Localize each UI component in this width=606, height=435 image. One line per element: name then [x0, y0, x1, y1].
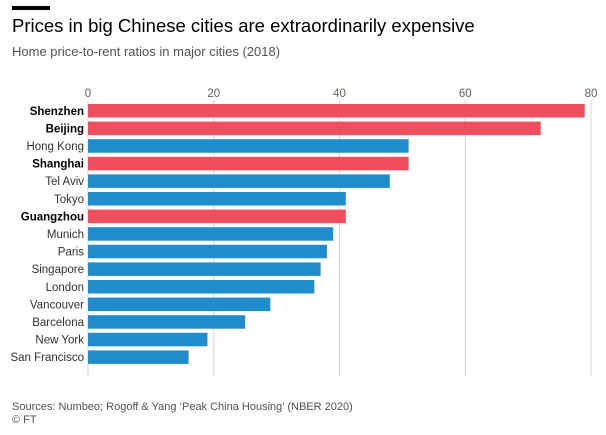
bar	[88, 332, 208, 347]
x-tick-label: 0	[85, 88, 91, 100]
category-label: Guangzhou	[21, 211, 84, 223]
brand-rule	[12, 6, 50, 10]
bar	[88, 121, 541, 136]
category-label: London	[46, 282, 84, 294]
category-label: Shenzhen	[30, 106, 84, 118]
category-label: Singapore	[32, 264, 84, 276]
bar	[88, 227, 334, 241]
bar-chart: 0 20 40 60 80 Shenzhen Beijing Hong Kong Shangha…	[10, 88, 598, 376]
category-label: Hong Kong	[26, 141, 84, 153]
category-label: Tokyo	[54, 194, 84, 206]
bar	[88, 315, 246, 329]
category-label: San Francisco	[10, 352, 84, 364]
chart-title: Prices in big Chinese cities are extraor…	[12, 15, 475, 36]
x-tick-label: 60	[459, 88, 472, 100]
bar	[88, 262, 321, 276]
category-label: Munich	[47, 229, 84, 241]
category-label: Tel Aviv	[45, 176, 84, 188]
chart-subtitle: Home price-to-rent ratios in major citie…	[12, 44, 281, 59]
bar	[88, 156, 409, 171]
bar	[88, 174, 390, 188]
category-label: Paris	[58, 247, 84, 259]
bar	[88, 209, 346, 224]
bar	[88, 104, 585, 118]
bar	[88, 139, 409, 153]
category-label: Vancouver	[30, 299, 84, 311]
x-tick-label: 20	[207, 88, 220, 100]
category-label: New York	[35, 335, 84, 347]
bar	[88, 280, 315, 294]
x-tick-label: 80	[585, 88, 598, 100]
category-label: Barcelona	[32, 317, 84, 329]
bar	[88, 192, 346, 206]
category-label: Beijing	[46, 123, 84, 135]
bar	[88, 244, 327, 259]
source-note: Sources: Numbeo; Rogoff & Yang ‘Peak Chi…	[12, 401, 353, 413]
ft-credit: © FT	[12, 414, 37, 426]
category-label: Shanghai	[32, 159, 84, 171]
x-tick-label: 40	[333, 88, 346, 100]
bar	[88, 350, 189, 364]
bar	[88, 297, 271, 312]
